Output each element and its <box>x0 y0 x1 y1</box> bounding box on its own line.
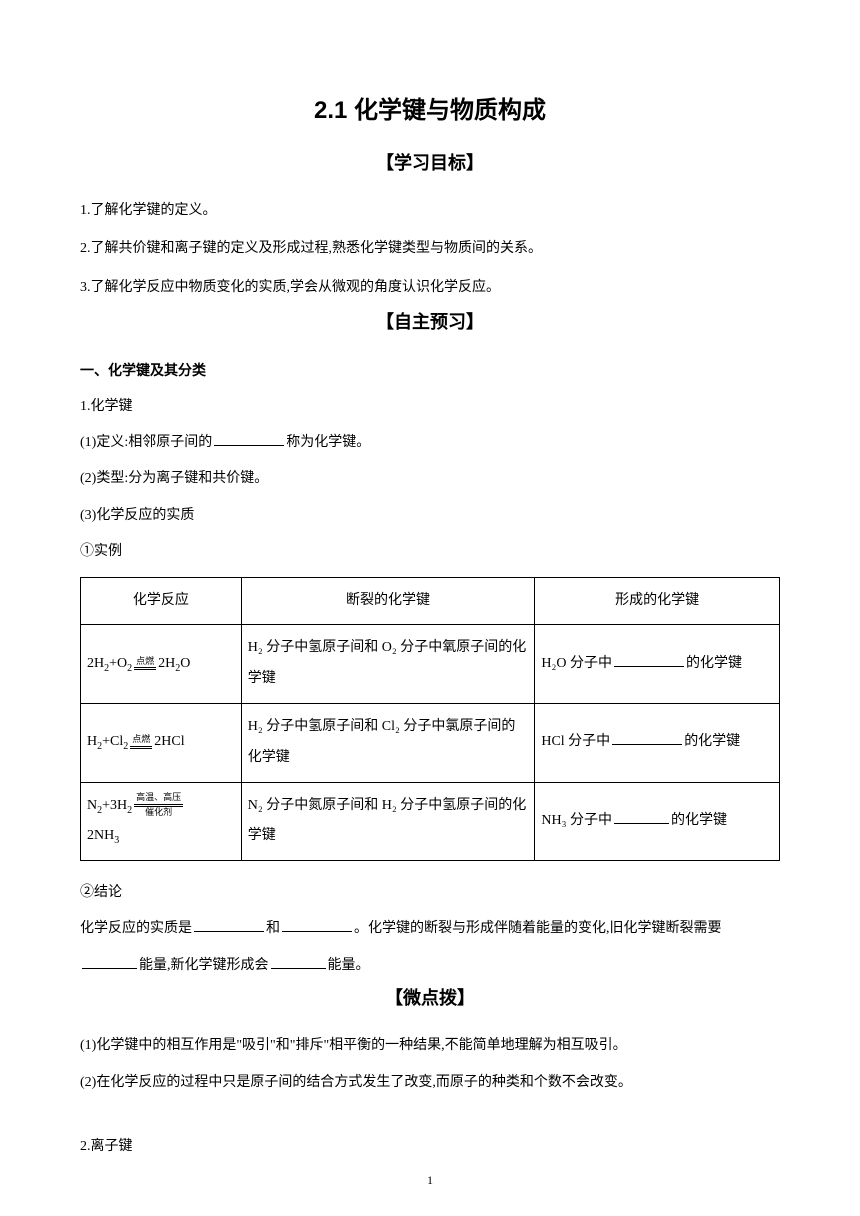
cell-r3c1: N2+3H2高温、高压催化剂2NH3 <box>81 782 242 861</box>
cond-bot: 催化剂 <box>134 806 183 818</box>
def-text-a: (1)定义:相邻原子间的 <box>80 435 212 450</box>
txt: 2HCl <box>154 734 184 749</box>
txt: 2H <box>158 656 175 671</box>
cond-top: 高温、高压 <box>134 793 183 805</box>
blank-c4 <box>271 955 326 969</box>
txt: H <box>87 734 97 749</box>
txt: N <box>87 798 97 813</box>
section-tips-header: 【微点拨】 <box>80 984 780 1010</box>
txt: 能量。 <box>328 958 370 973</box>
section-goals-header: 【学习目标】 <box>80 149 780 175</box>
cell-r3c3: NH₃ 分子中 的化学键 <box>535 782 780 861</box>
txt: HCl 分子中 <box>541 734 610 749</box>
goal-1: 1.了解化学键的定义。 <box>80 193 780 229</box>
txt: 的化学键 <box>671 813 727 828</box>
essence-line: (3)化学反应的实质 <box>80 498 780 534</box>
txt: +Cl <box>102 734 123 749</box>
table-row: H2+Cl2点燃2HCl H₂ 分子中氢原子间和 Cl₂ 分子中氯原子间的化学键… <box>81 703 780 782</box>
tip-2: (2)在化学反应的过程中只是原子间的结合方式发生了改变,而原子的种类和个数不会改… <box>80 1065 780 1101</box>
txt: NH₃ 分子中 <box>541 813 612 828</box>
def-text-b: 称为化学键。 <box>286 435 370 450</box>
txt: 能量,新化学键形成会 <box>139 958 269 973</box>
page-number: 1 <box>0 1173 860 1188</box>
eq-arrow-icon: 点燃 <box>134 657 156 671</box>
txt: 的化学键 <box>686 656 742 671</box>
type-line: (2)类型:分为离子键和共价键。 <box>80 461 780 497</box>
cell-r1c3: H₂O 分子中 的化学键 <box>535 625 780 704</box>
txt: H₂O 分子中 <box>541 656 612 671</box>
th-reaction: 化学反应 <box>81 577 242 625</box>
blank-r1 <box>614 653 684 667</box>
goal-3: 3.了解化学反应中物质变化的实质,学会从微观的角度认识化学反应。 <box>80 270 780 306</box>
th-break: 断裂的化学键 <box>241 577 535 625</box>
cond: 点燃 <box>130 735 152 747</box>
subsection-1-heading: 一、化学键及其分类 <box>80 352 780 388</box>
txt: +3H <box>102 798 127 813</box>
txt: 化学反应的实质是 <box>80 921 192 936</box>
item-1-label: 1.化学键 <box>80 389 780 425</box>
blank-c2 <box>282 918 352 932</box>
txt: 。化学键的断裂与形成伴随着能量的变化,旧化学键断裂需要 <box>354 921 722 936</box>
eq-arrow-icon: 点燃 <box>130 735 152 749</box>
txt: +O <box>109 656 127 671</box>
goal-2: 2.了解共价键和离子键的定义及形成过程,熟悉化学键类型与物质间的关系。 <box>80 231 780 267</box>
blank-r3 <box>614 810 669 824</box>
table-header-row: 化学反应 断裂的化学键 形成的化学键 <box>81 577 780 625</box>
reaction-table: 化学反应 断裂的化学键 形成的化学键 2H2+O2点燃2H2O H₂ 分子中氢原… <box>80 577 780 862</box>
table-row: 2H2+O2点燃2H2O H₂ 分子中氢原子间和 O₂ 分子中氧原子间的化学键 … <box>81 625 780 704</box>
blank-c1 <box>194 918 264 932</box>
blank-definition <box>214 432 284 446</box>
txt: 2NH <box>87 828 114 843</box>
cell-r2c2: H₂ 分子中氢原子间和 Cl₂ 分子中氯原子间的化学键 <box>241 703 535 782</box>
txt: 的化学键 <box>684 734 740 749</box>
cell-r1c2: H₂ 分子中氢原子间和 O₂ 分子中氧原子间的化学键 <box>241 625 535 704</box>
th-form: 形成的化学键 <box>535 577 780 625</box>
txt: O <box>180 656 190 671</box>
blank-c3 <box>82 955 137 969</box>
cell-r2c3: HCl 分子中 的化学键 <box>535 703 780 782</box>
cond: 点燃 <box>134 657 156 669</box>
cell-r1c1: 2H2+O2点燃2H2O <box>81 625 242 704</box>
txt: 2H <box>87 656 104 671</box>
tip-1: (1)化学键中的相互作用是"吸引"和"排斥"相平衡的一种结果,不能简单地理解为相… <box>80 1028 780 1064</box>
definition-line: (1)定义:相邻原子间的 称为化学键。 <box>80 425 780 461</box>
item-2-label: 2.离子键 <box>80 1129 780 1165</box>
example-label: ①实例 <box>80 534 780 570</box>
conclusion-label: ②结论 <box>80 875 780 911</box>
cell-r3c2: N₂ 分子中氮原子间和 H₂ 分子中氢原子间的化学键 <box>241 782 535 861</box>
txt: 和 <box>266 921 280 936</box>
table-row: N2+3H2高温、高压催化剂2NH3 N₂ 分子中氮原子间和 H₂ 分子中氢原子… <box>81 782 780 861</box>
eq-arrow-reversible-icon: 高温、高压催化剂 <box>134 793 183 818</box>
cell-r2c1: H2+Cl2点燃2HCl <box>81 703 242 782</box>
page-title: 2.1 化学键与物质构成 <box>80 90 780 125</box>
conclusion-text: 化学反应的实质是 和 。化学键的断裂与形成伴随着能量的变化,旧化学键断裂需要能量,新… <box>80 911 780 984</box>
blank-r2 <box>612 731 682 745</box>
section-preview-header: 【自主预习】 <box>80 308 780 334</box>
